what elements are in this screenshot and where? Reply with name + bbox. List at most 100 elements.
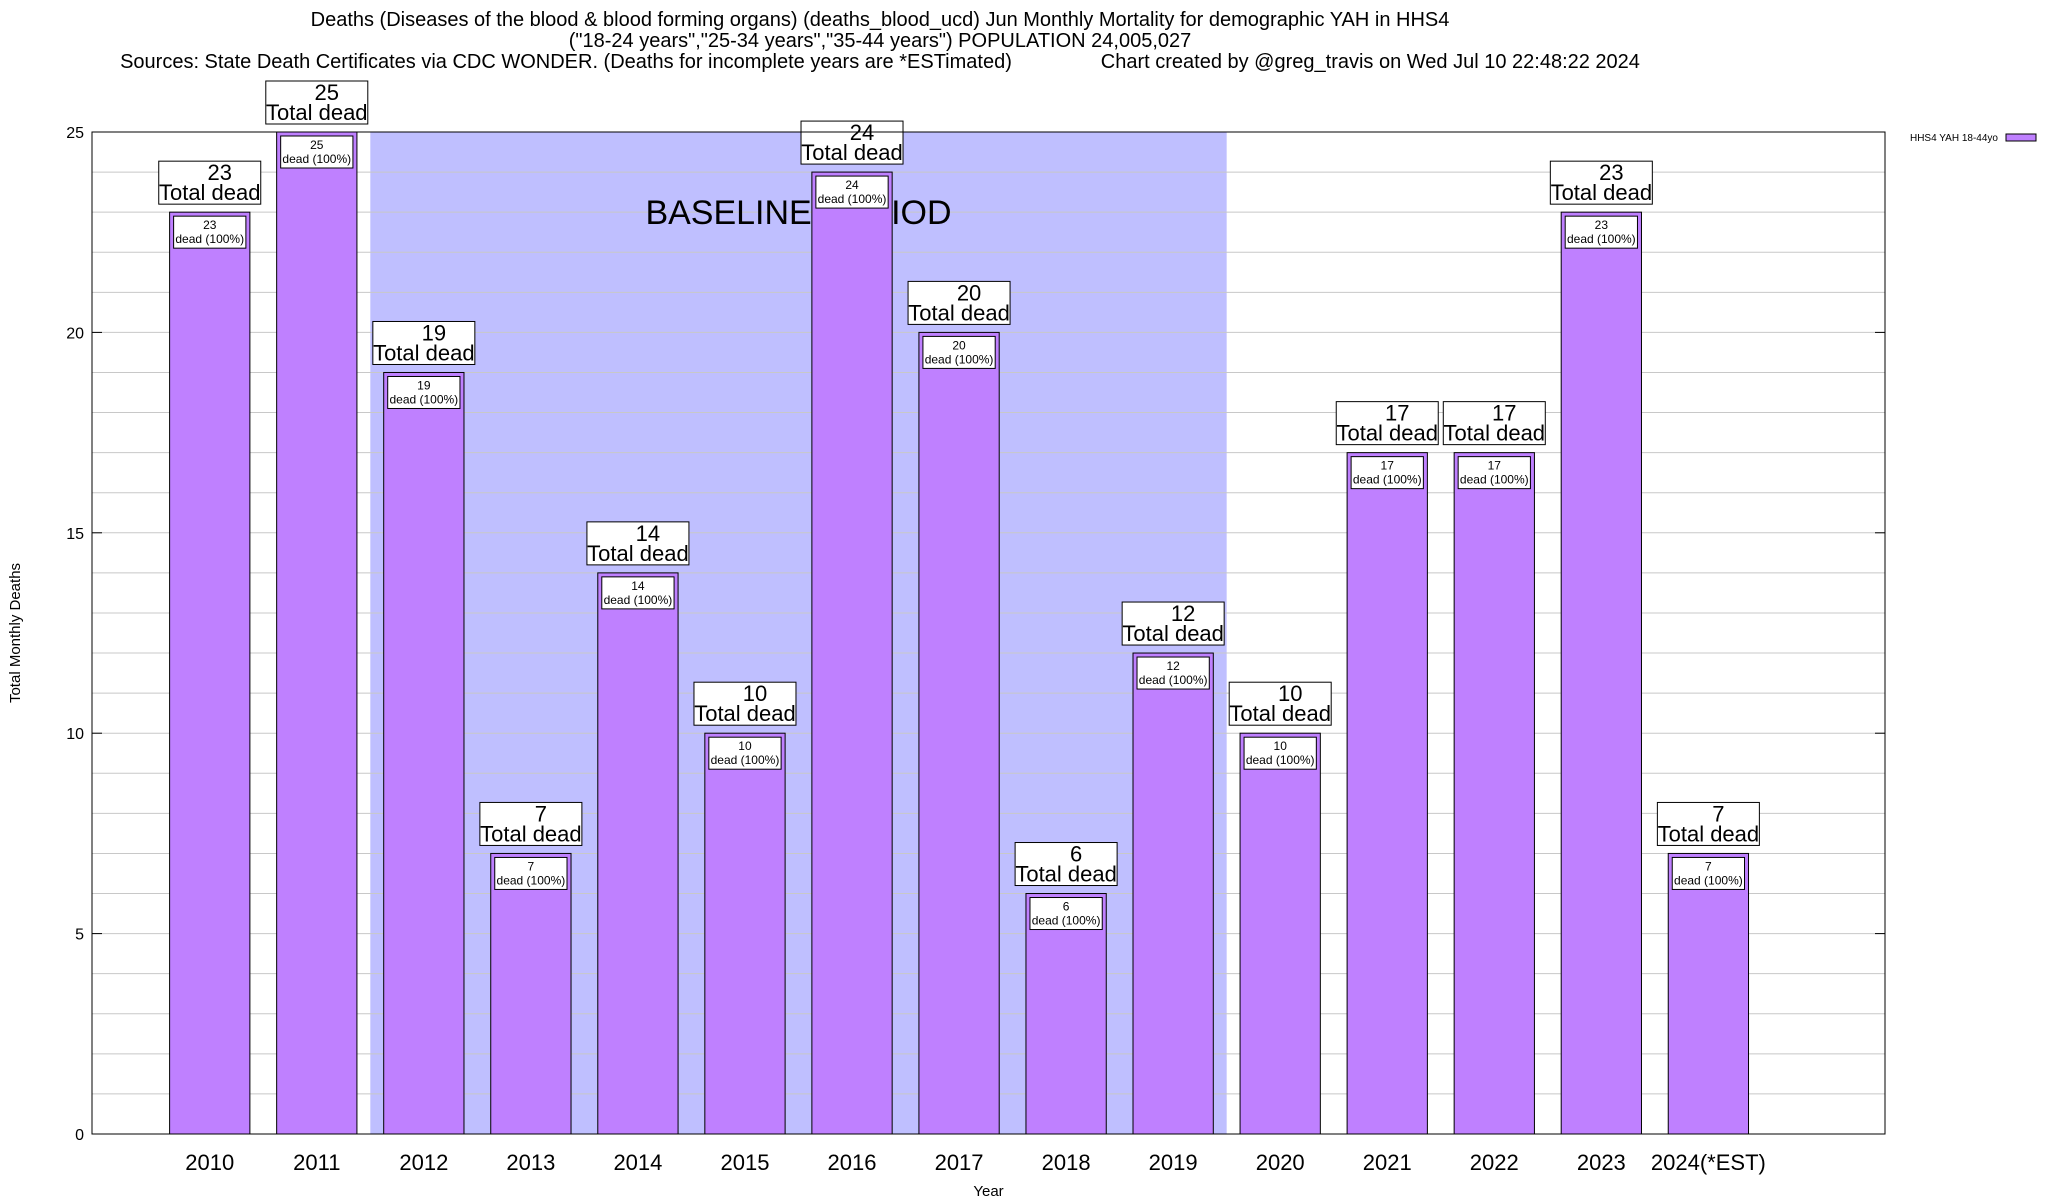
bar — [811, 171, 893, 1135]
bar-inner-caption: dead (100%) — [925, 352, 994, 366]
bar — [383, 371, 465, 1135]
y-tick-label: 0 — [75, 1127, 84, 1144]
bar-inner-label-box — [708, 736, 782, 770]
baseline-period-label: BASELINE PERIOD — [645, 194, 951, 232]
bar — [1453, 452, 1535, 1135]
bar-inner-value: 6 — [1063, 900, 1070, 914]
bar-inner-caption: dead (100%) — [389, 392, 458, 406]
bar — [1346, 452, 1428, 1135]
bar-inner-label-box — [1243, 736, 1317, 770]
bar-total-value: 10 — [1278, 681, 1302, 706]
plot-border — [91, 131, 1886, 1135]
bar-total-value: 12 — [1171, 601, 1195, 626]
bar-inner-caption: dead (100%) — [1032, 914, 1101, 928]
bar-total-caption: Total dead — [587, 541, 689, 566]
bar-inner-value: 24 — [845, 178, 859, 192]
x-tick-label: 2012 — [399, 1150, 448, 1175]
bar-total-caption: Total dead — [908, 300, 1010, 325]
bar-inner-value: 12 — [1166, 659, 1180, 673]
legend-swatch — [2005, 133, 2037, 142]
bar-total-label-box — [586, 521, 690, 566]
bar-total-label-box — [907, 280, 1011, 325]
y-tick-label: 25 — [66, 125, 84, 142]
bar-total-caption: Total dead — [1551, 180, 1653, 205]
bar-total-value: 17 — [1385, 401, 1409, 426]
bar-inner-value: 10 — [1274, 739, 1288, 753]
bar-inner-caption: dead (100%) — [1353, 473, 1422, 487]
bar-total-label-box — [158, 160, 262, 205]
bar-inner-label-box — [1564, 215, 1638, 249]
bar-inner-label-box — [922, 335, 996, 369]
bar-total-caption: Total dead — [694, 701, 796, 726]
bar-inner-caption: dead (100%) — [604, 593, 673, 607]
bar-inner-value: 23 — [1595, 218, 1609, 232]
bar-inner-caption: dead (100%) — [1674, 873, 1743, 887]
bar-inner-label-box — [173, 215, 247, 249]
x-tick-label: 2015 — [720, 1150, 769, 1175]
bar-inner-value: 17 — [1381, 459, 1395, 473]
bar-inner-value: 25 — [310, 138, 324, 152]
bar-inner-caption: dead (100%) — [175, 232, 244, 246]
bar-total-label-box — [693, 681, 797, 726]
y-axis-label: Total Monthly Deaths — [7, 563, 24, 703]
bar-total-caption: Total dead — [1229, 701, 1331, 726]
bar — [1560, 211, 1642, 1135]
bar-inner-value: 19 — [417, 378, 431, 392]
bar-inner-caption: dead (100%) — [1460, 473, 1529, 487]
bar-total-label-box — [1014, 842, 1118, 887]
x-tick-label: 2010 — [185, 1150, 234, 1175]
bar-total-value: 23 — [208, 160, 232, 185]
x-tick-label: 2017 — [935, 1150, 984, 1175]
y-tick-label: 15 — [66, 526, 84, 543]
chart-title-line-3: Sources: State Death Certificates via CD… — [120, 51, 1640, 73]
bar-total-label-box — [1335, 401, 1439, 446]
bar — [276, 131, 358, 1135]
x-tick-label: 2023 — [1577, 1150, 1626, 1175]
bar-total-label-box — [1228, 681, 1332, 726]
legend-label: HHS4 YAH 18-44yo — [1910, 133, 1998, 144]
bar-inner-caption: dead (100%) — [711, 753, 780, 767]
bar — [1239, 732, 1321, 1135]
bar-inner-caption: dead (100%) — [1567, 232, 1636, 246]
bar-total-caption: Total dead — [480, 821, 582, 846]
x-tick-label: 2020 — [1256, 1150, 1305, 1175]
bar-inner-value: 7 — [528, 859, 535, 873]
bar-total-value: 6 — [1070, 842, 1082, 867]
bar-inner-label-box — [1136, 656, 1210, 690]
x-tick-label: 2011 — [293, 1150, 340, 1175]
bar — [490, 852, 572, 1135]
bar — [704, 732, 786, 1135]
x-tick-label: 2021 — [1363, 1150, 1412, 1175]
bar-inner-value: 20 — [952, 338, 966, 352]
bar-total-label-box — [1442, 401, 1546, 446]
bar-total-value: 24 — [850, 120, 874, 145]
bar-total-value: 25 — [315, 80, 339, 105]
bar-total-label-box — [1656, 801, 1760, 846]
chart-title-block: Deaths (Diseases of the blood & blood fo… — [0, 10, 1760, 73]
bar-inner-value: 7 — [1705, 859, 1712, 873]
bar-total-value: 10 — [743, 681, 767, 706]
bar-total-caption: Total dead — [1658, 821, 1760, 846]
bar-total-value: 19 — [422, 320, 446, 345]
bar-total-caption: Total dead — [1444, 421, 1546, 446]
bar — [918, 331, 1000, 1135]
bar-total-value: 20 — [957, 280, 981, 305]
x-tick-label: 2013 — [506, 1150, 555, 1175]
x-axis-label: Year — [973, 1183, 1003, 1200]
bar-total-label-box — [1549, 160, 1653, 205]
x-tick-label: 2014 — [613, 1150, 662, 1175]
y-tick-label: 5 — [75, 927, 84, 944]
bar-total-label-box — [265, 80, 369, 125]
x-tick-label: 2016 — [828, 1150, 877, 1175]
bar-inner-label-box — [1350, 456, 1424, 490]
bar-inner-label-box — [1029, 897, 1103, 931]
bar-inner-label-box — [1457, 456, 1531, 490]
bar-inner-caption: dead (100%) — [818, 192, 887, 206]
bar-inner-label-box — [601, 576, 675, 610]
y-tick-label: 10 — [66, 726, 84, 743]
y-tick-label: 20 — [66, 325, 84, 342]
bar-inner-caption: dead (100%) — [1246, 753, 1315, 767]
bar-total-value: 23 — [1599, 160, 1623, 185]
bar — [1025, 893, 1107, 1135]
